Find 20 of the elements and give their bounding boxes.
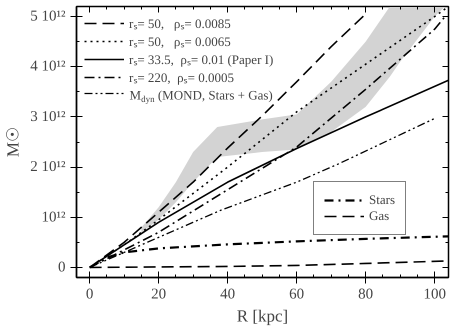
y-tick-label: 2 10¹² xyxy=(30,159,66,176)
x-tick-label: 80 xyxy=(358,286,374,302)
legend-label: rₛ= 220, ρₛ= 0.0005 xyxy=(129,69,234,86)
x-axis-title: R [kpc] xyxy=(236,306,288,326)
x-tick-label: 60 xyxy=(289,286,304,302)
x-tick-label: 100 xyxy=(423,286,446,302)
y-tick-label: 5 10¹² xyxy=(30,8,66,25)
legend-label: Stars xyxy=(369,192,395,208)
legend-label: rₛ= 33.5, ρₛ= 0.01 (Paper I) xyxy=(129,51,274,68)
legend-label: rₛ= 50, ρₛ= 0.0065 xyxy=(129,33,231,50)
y-tick-label: 0 xyxy=(58,259,66,276)
legend-label: Gas xyxy=(369,208,390,224)
legend-label: rₛ= 50, ρₛ= 0.0085 xyxy=(129,15,231,32)
y-tick-label: 3 10¹² xyxy=(30,108,66,125)
y-tick-label: 4 10¹² xyxy=(30,58,66,75)
y-axis-title: M☉ xyxy=(3,126,22,158)
x-tick-label: 20 xyxy=(151,286,166,302)
x-tick-label: 0 xyxy=(86,286,94,302)
y-tick-label: 10¹² xyxy=(42,209,66,226)
x-tick-label: 40 xyxy=(220,286,236,302)
